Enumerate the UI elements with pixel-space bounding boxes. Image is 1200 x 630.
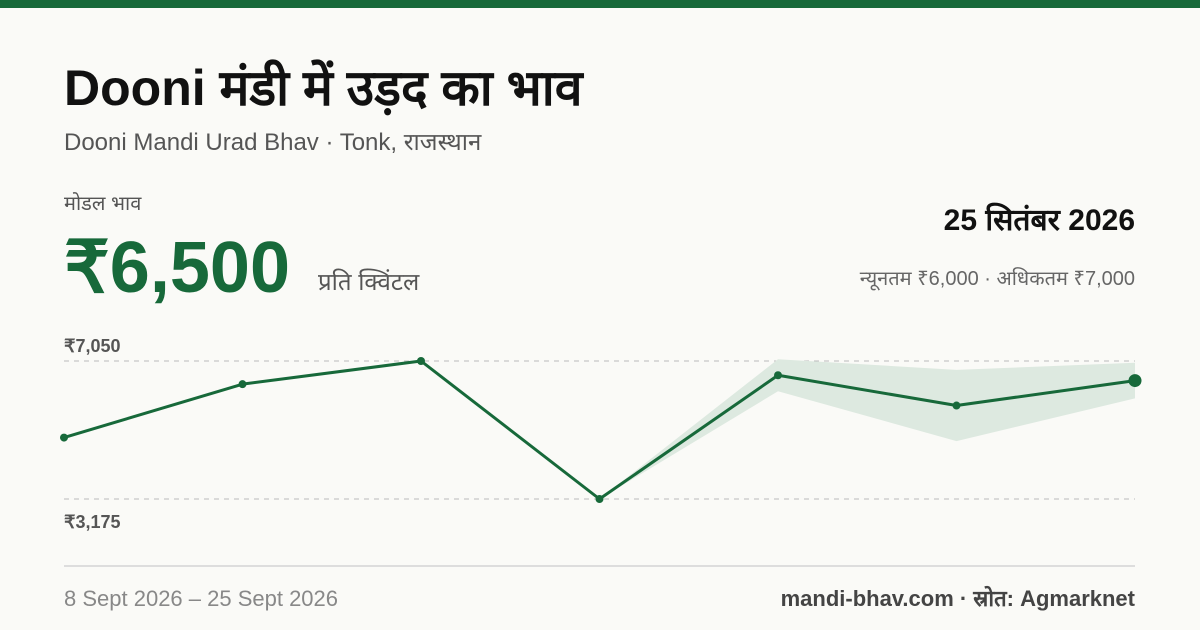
subtitle: Dooni Mandi Urad Bhav · Tonk, राजस्थान [64, 129, 482, 156]
date-range: 8 Sept 2026 – 25 Sept 2026 [64, 586, 338, 611]
date: 25 सितंबर 2026 [944, 202, 1135, 237]
price-point [238, 380, 247, 389]
price-point [417, 357, 425, 365]
price-range: न्यूनतम ₹6,000 · अधिकतम ₹7,000 [860, 267, 1135, 291]
top-bar [0, 0, 1200, 8]
price-point [60, 433, 68, 442]
title: Dooni मंडी में उड़द का भाव [64, 59, 585, 116]
price-point [1128, 374, 1142, 388]
price-point [595, 495, 604, 503]
model-price: ₹6,500 [64, 228, 290, 308]
price-unit: प्रति क्विंटल [318, 268, 420, 296]
price-point [952, 401, 961, 410]
y-tick-label: ₹3,175 [64, 512, 121, 532]
source: mandi-bhav.com · स्रोत: Agmarknet [781, 585, 1136, 611]
price-label: मोडल भाव [64, 192, 142, 215]
price-point [774, 371, 782, 380]
range-band [599, 359, 1135, 499]
y-tick-label: ₹7,050 [64, 336, 121, 356]
